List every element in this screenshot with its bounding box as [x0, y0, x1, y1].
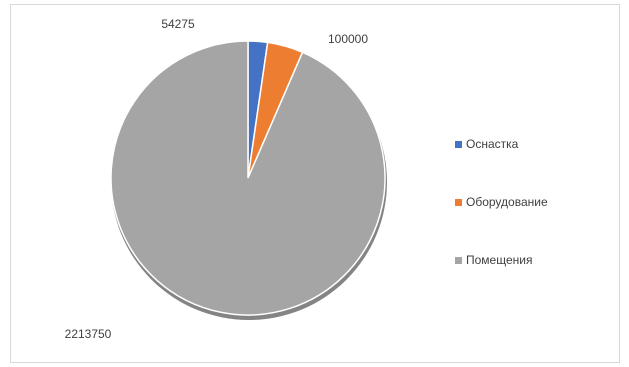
- legend-label-3: Помещения: [466, 253, 532, 267]
- pie-slices: [110, 40, 386, 316]
- legend-label-1: Оснастка: [466, 137, 519, 151]
- legend-label-2: Оборудование: [466, 195, 548, 209]
- legend-swatch-3: [455, 257, 462, 264]
- legend-swatch-2: [455, 199, 462, 206]
- legend: Оснастка Оборудование Помещения: [455, 137, 548, 267]
- data-label-3: 2213750: [65, 327, 112, 341]
- pie-slice-3: [110, 40, 386, 316]
- data-labels: 54275 100000 2213750: [65, 17, 369, 341]
- data-label-2: 100000: [328, 32, 368, 46]
- legend-swatch-1: [455, 141, 462, 148]
- data-label-1: 54275: [161, 17, 195, 31]
